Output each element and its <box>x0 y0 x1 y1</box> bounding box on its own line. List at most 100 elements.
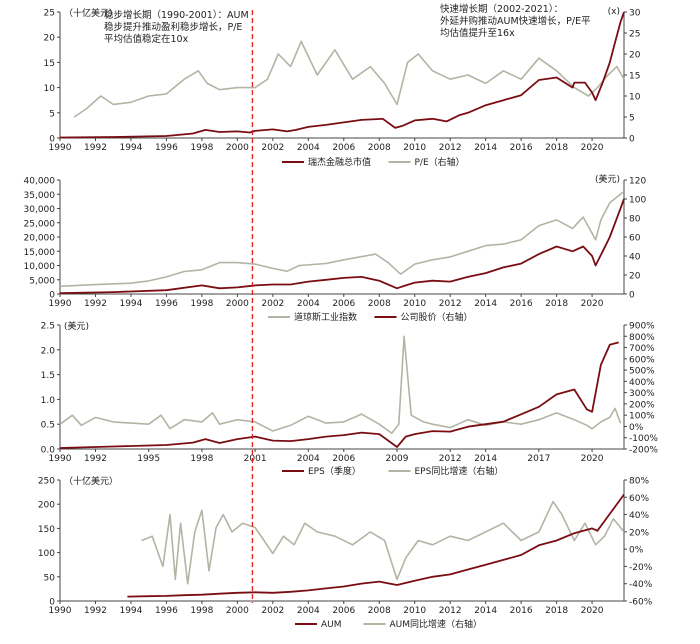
y-left-tick-label: 25 <box>44 9 55 19</box>
legend-label: EPS（季度） <box>308 465 361 477</box>
x-tick-label: 2006 <box>332 454 355 464</box>
annotation-left-line: 稳步提升推动盈利稳步增长，P/E <box>104 21 242 33</box>
y-left-tick-label: 20,000 <box>24 234 56 244</box>
y-left-tick-label: 10 <box>44 84 56 94</box>
y-left-tick-label: 40,000 <box>24 177 56 187</box>
y-left-tick-label: 15 <box>44 59 55 69</box>
x-tick-label: 1992 <box>84 299 107 309</box>
y-left-tick-label: 0.5 <box>41 421 55 431</box>
y-right-tick-label: 120 <box>629 177 646 187</box>
y-right-tick-label: 80 <box>629 215 641 225</box>
series-line-secondary <box>59 335 622 435</box>
legend-label: 瑞杰金融总市值 <box>308 156 371 168</box>
y-right-tick-label: 20 <box>629 272 641 282</box>
x-tick-label: 1996 <box>155 299 178 309</box>
x-tick-label: 1998 <box>190 299 213 309</box>
annotation-right-line: 快速增长期（2002-2021）： <box>440 3 563 15</box>
x-tick-label: 1992 <box>84 454 107 464</box>
series-line-secondary <box>141 500 625 585</box>
y-left-tick-label: 0.0 <box>41 446 56 456</box>
x-tick-label: 2012 <box>439 143 462 153</box>
y-right-tick-label: -100% <box>629 434 658 444</box>
y-left-tick-label: 1.5 <box>41 371 55 381</box>
y-left-tick-label: 10,000 <box>24 262 56 272</box>
y-left-tick-label: 5 <box>49 109 55 119</box>
x-tick-label: 2016 <box>510 299 533 309</box>
x-tick-label: 2006 <box>332 606 355 616</box>
y-right-tick-label: 25 <box>629 30 640 40</box>
x-tick-label: 2004 <box>297 606 320 616</box>
legend-label: AUM <box>321 620 342 630</box>
chart-panel-4: 0 50 100 150 200 250 -60% -40% -20% 0% 20% 40% 60% 80… <box>38 475 653 630</box>
legend-label: 公司股价（右轴） <box>401 311 473 323</box>
x-tick-label: 2014 <box>474 454 497 464</box>
x-tick-label: 1996 <box>155 606 178 616</box>
x-tick-label: 2014 <box>474 143 497 153</box>
y-right-tick-label: 800% <box>629 333 655 343</box>
legend-label: AUM同比增速（右轴） <box>390 618 483 630</box>
x-tick-label: 2017 <box>527 454 550 464</box>
x-tick-label: 2016 <box>510 606 533 616</box>
x-tick-label: 2002 <box>261 606 284 616</box>
y-right-tick-label: 100% <box>629 412 655 422</box>
x-tick-label: 2014 <box>474 606 497 616</box>
x-tick-label: 1998 <box>190 454 213 464</box>
left-axis-unit: (美元) <box>64 320 89 332</box>
annotation-left-line: 平均估值稳定在10x <box>104 33 189 45</box>
series-line-primary <box>59 341 619 449</box>
x-tick-label: 2000 <box>226 299 249 309</box>
y-left-tick-label: 2.0 <box>41 346 56 356</box>
y-left-tick-label: 20 <box>44 34 56 44</box>
x-tick-label: 2014 <box>474 299 497 309</box>
series-line-primary <box>127 493 625 598</box>
x-tick-label: 1995 <box>137 454 160 464</box>
left-axis-unit: （十亿美元） <box>64 7 118 19</box>
y-left-tick-label: 35,000 <box>24 191 56 201</box>
y-right-tick-label: 0 <box>629 291 635 301</box>
x-tick-label: 2020 <box>581 143 604 153</box>
x-tick-label: 2018 <box>545 143 568 153</box>
legend-label: P/E（右轴） <box>415 156 465 168</box>
x-tick-label: 1998 <box>190 606 213 616</box>
y-right-tick-label: -20% <box>629 563 653 573</box>
x-tick-label: 2020 <box>581 606 604 616</box>
y-right-tick-label: 500% <box>629 367 655 377</box>
x-tick-label: 2012 <box>439 606 462 616</box>
x-tick-label: 2012 <box>439 299 462 309</box>
x-tick-label: 1994 <box>119 143 142 153</box>
y-right-tick-label: -40% <box>629 580 653 590</box>
y-right-tick-label: 60 <box>629 234 641 244</box>
x-tick-label: 2004 <box>297 143 320 153</box>
y-right-tick-label: 60% <box>629 494 649 504</box>
x-tick-label: 2010 <box>403 606 426 616</box>
x-tick-label: 2006 <box>332 299 355 309</box>
annotation-left-line: 稳步增长期（1990-2001）：AUM <box>104 9 249 21</box>
series-line-secondary <box>59 190 625 288</box>
x-tick-label: 2020 <box>581 454 604 464</box>
y-right-tick-label: 80% <box>629 477 649 487</box>
legend-label: EPS同比增速（右轴） <box>415 465 504 477</box>
y-left-tick-label: 15,000 <box>24 248 56 258</box>
annotation-right-line: 外延并购推动AUM快速增长，P/E平 <box>440 15 591 27</box>
y-right-tick-label: 20% <box>629 528 649 538</box>
x-tick-label: 2008 <box>368 143 391 153</box>
chart-panel-1: 0 5 10 15 20 25 0 5 10 15 20 25 30 1990 1992 1994 1996 19… <box>44 3 641 168</box>
x-tick-label: 2020 <box>581 299 604 309</box>
x-tick-label: 1992 <box>84 606 107 616</box>
x-tick-label: 2004 <box>297 454 320 464</box>
x-tick-label: 2010 <box>403 299 426 309</box>
x-tick-label: 2002 <box>261 143 284 153</box>
chart-panel-3: 0.0 0.5 1.0 1.5 2.0 2.5 -200% -100%0%100% 200%30… <box>41 320 659 477</box>
y-right-tick-label: 40 <box>629 253 641 263</box>
right-axis-unit: (美元) <box>595 173 620 185</box>
x-tick-label: 2000 <box>226 606 249 616</box>
x-tick-label: 2008 <box>368 606 391 616</box>
x-tick-label: 2006 <box>332 143 355 153</box>
x-tick-label: 1992 <box>84 143 107 153</box>
x-tick-label: 1998 <box>190 143 213 153</box>
y-right-tick-label: 10 <box>629 93 641 103</box>
y-right-tick-label: 700% <box>629 344 655 354</box>
y-right-tick-label: 20 <box>629 51 641 61</box>
series-line-secondary <box>73 40 625 118</box>
